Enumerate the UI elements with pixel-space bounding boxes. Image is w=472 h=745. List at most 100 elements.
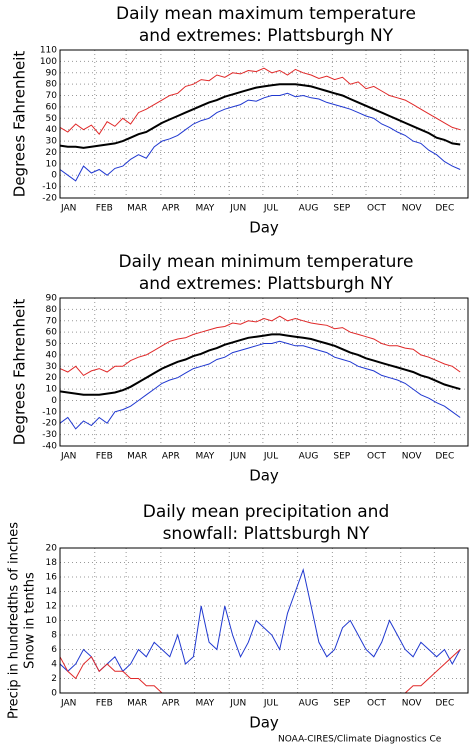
x-tick-label: APR: [162, 699, 180, 709]
x-axis-label: Day: [249, 219, 279, 237]
y-axis-label: Degrees Fahrenheit: [11, 299, 29, 446]
credit: NOAA-CIRES/Climate Diagnostics Ce: [278, 735, 442, 745]
y-tick-label: 20: [46, 148, 58, 158]
x-tick-label: SEP: [333, 452, 350, 462]
plot-frame: [59, 547, 469, 694]
chart-title: and extremes: Plattsburgh NY: [139, 274, 394, 294]
y-tick-label: 4: [51, 660, 57, 670]
x-tick-label: FEB: [96, 699, 113, 709]
x-tick-label: JUN: [229, 452, 246, 462]
series-line: [59, 567, 461, 673]
y-tick-label: 30: [46, 362, 58, 372]
x-tick-label: NOV: [402, 699, 423, 709]
x-tick-label: OCT: [367, 204, 386, 214]
chart-title: Daily mean minimum temperature: [119, 252, 414, 272]
x-tick-label: MAY: [196, 452, 215, 462]
x-tick-label: DEC: [435, 204, 454, 214]
x-tick-label: JUL: [263, 452, 278, 462]
x-tick-label: DEC: [435, 699, 454, 709]
plot-frame: [59, 297, 469, 447]
series-line: [59, 315, 461, 377]
y-tick-label: 10: [46, 159, 58, 169]
series-line: [59, 649, 461, 694]
series-line: [59, 333, 461, 396]
x-tick-label: JAN: [60, 204, 76, 214]
x-tick-label: MAR: [127, 204, 147, 214]
y-tick-label: -10: [42, 182, 57, 192]
y-tick-label: 90: [46, 294, 58, 304]
x-tick-label: FEB: [96, 204, 113, 214]
x-tick-label: AUG: [299, 204, 319, 214]
x-tick-label: OCT: [367, 452, 386, 462]
x-tick-label: JUN: [229, 699, 246, 709]
y-tick-label: 110: [40, 46, 57, 56]
chart-title: snowfall: Plattsburgh NY: [163, 524, 370, 544]
y-tick-label: 10: [46, 385, 58, 395]
x-tick-label: SEP: [333, 204, 350, 214]
x-tick-label: JUL: [263, 699, 278, 709]
y-tick-label: 60: [46, 328, 58, 338]
y-tick-label: 80: [46, 80, 58, 90]
y-tick-label: 0: [51, 171, 57, 181]
y-tick-label: -20: [42, 419, 57, 429]
y-tick-label: 50: [46, 339, 58, 349]
series-line: [59, 340, 461, 430]
x-tick-label: MAR: [127, 699, 147, 709]
y-tick-label: 100: [40, 57, 57, 67]
x-tick-label: NOV: [402, 204, 423, 214]
chart-title: Daily mean precipitation and: [143, 502, 390, 522]
series-line: [59, 83, 461, 149]
x-tick-label: APR: [162, 452, 180, 462]
x-tick-label: DEC: [435, 452, 454, 462]
x-tick-label: JUL: [263, 204, 278, 214]
y-tick-label: 6: [51, 645, 57, 655]
y-tick-label: 8: [51, 631, 57, 641]
y-tick-label: 80: [46, 305, 58, 315]
y-tick-label: 0: [51, 689, 57, 699]
x-tick-label: MAY: [196, 204, 215, 214]
y-tick-label: 16: [46, 573, 58, 583]
x-tick-label: FEB: [96, 452, 113, 462]
series-line: [59, 67, 461, 136]
y-tick-label: 50: [46, 114, 58, 124]
y-tick-label: 70: [46, 316, 58, 326]
chart-title: and extremes: Plattsburgh NY: [139, 26, 394, 46]
y-tick-label: 14: [46, 587, 58, 597]
x-axis-label: Day: [249, 714, 279, 732]
y-tick-label: -30: [42, 430, 57, 440]
y-tick-label: 30: [46, 137, 58, 147]
y-tick-label: -10: [42, 407, 57, 417]
x-tick-label: JAN: [60, 452, 76, 462]
y-tick-label: 20: [46, 373, 58, 383]
y-tick-label: 20: [46, 544, 58, 554]
x-tick-label: NOV: [402, 452, 423, 462]
series-line: [59, 92, 461, 182]
x-tick-label: AUG: [299, 699, 319, 709]
y-tick-label: 90: [46, 68, 58, 78]
y-tick-label: -40: [42, 442, 57, 452]
y-axis-label: Precip in hundredths of inches: [7, 522, 22, 719]
x-tick-label: AUG: [299, 452, 319, 462]
x-tick-label: OCT: [367, 699, 386, 709]
x-tick-label: APR: [162, 204, 180, 214]
y-tick-label: -20: [42, 194, 57, 204]
y-tick-label: 10: [46, 616, 58, 626]
y-tick-label: 18: [46, 558, 58, 568]
x-tick-label: JAN: [60, 699, 76, 709]
y-tick-label: 12: [46, 602, 57, 612]
y-axis-label: Degrees Fahrenheit: [11, 51, 29, 198]
x-tick-label: JUN: [229, 204, 246, 214]
y-tick-label: 60: [46, 102, 58, 112]
y-tick-label: 70: [46, 91, 58, 101]
x-axis-label: Day: [249, 467, 279, 485]
x-tick-label: MAY: [196, 699, 215, 709]
plot-frame: [59, 49, 469, 199]
x-tick-label: SEP: [333, 699, 350, 709]
y-tick-label: 0: [51, 396, 57, 406]
y-axis-label: Snow in tenths: [23, 572, 38, 669]
x-tick-label: MAR: [127, 452, 147, 462]
y-tick-label: 40: [46, 350, 58, 360]
chart-title: Daily mean maximum temperature: [116, 4, 416, 24]
y-tick-label: 2: [51, 674, 57, 684]
